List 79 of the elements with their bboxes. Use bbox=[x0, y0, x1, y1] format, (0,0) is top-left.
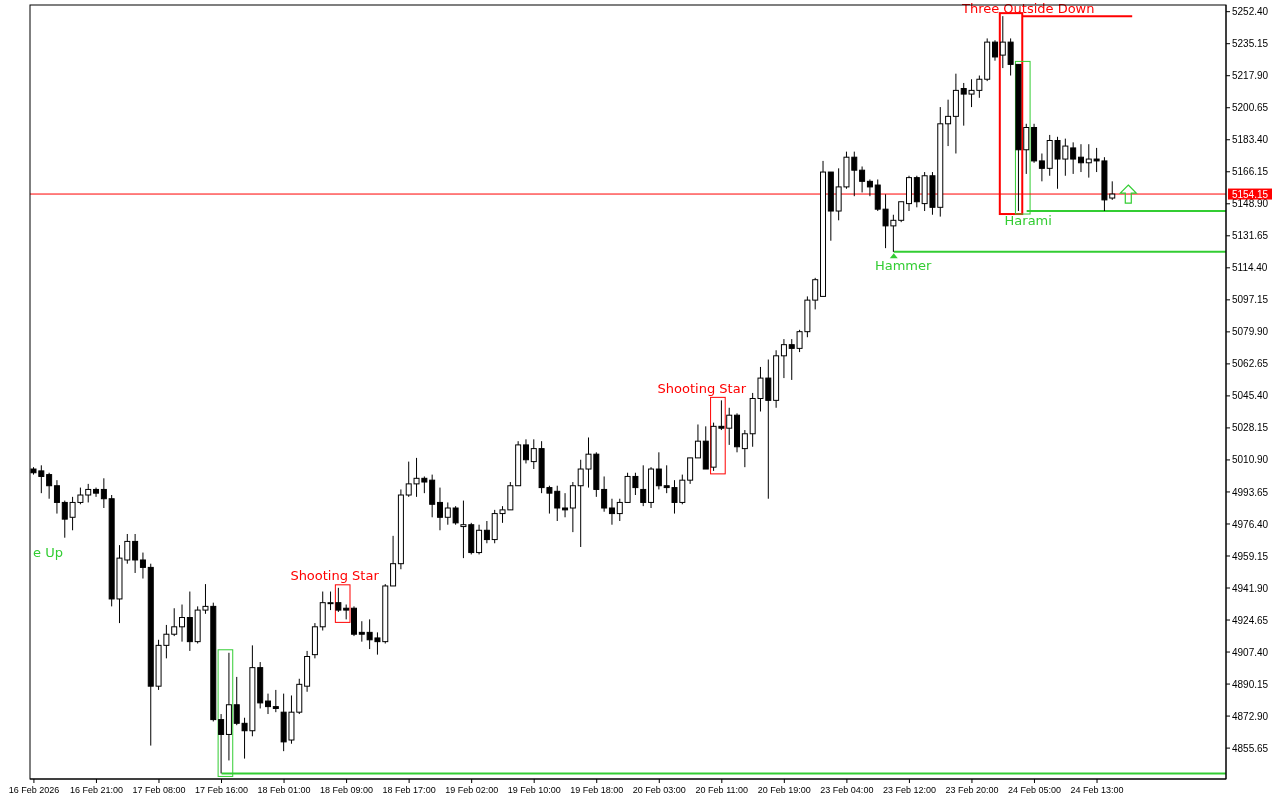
y-tick-label: 5148.90 bbox=[1232, 198, 1269, 210]
candlestick bbox=[562, 492, 569, 518]
candlestick bbox=[132, 533, 139, 574]
y-tick-label: 4924.65 bbox=[1232, 614, 1269, 626]
y-tick-label: 5097.15 bbox=[1232, 294, 1269, 306]
x-tick-label: 17 Feb 08:00 bbox=[132, 785, 186, 795]
y-tick-label: 5131.65 bbox=[1232, 230, 1269, 242]
candlestick bbox=[694, 423, 701, 459]
y-tick-label: 5045.40 bbox=[1232, 390, 1269, 402]
x-tick-label: 18 Feb 01:00 bbox=[257, 785, 311, 795]
y-tick-label: 4907.40 bbox=[1232, 646, 1269, 658]
x-tick-label: 20 Feb 11:00 bbox=[695, 785, 748, 795]
x-tick-label: 18 Feb 09:00 bbox=[320, 785, 374, 795]
candlestick bbox=[1038, 152, 1045, 182]
x-tick-label: 19 Feb 18:00 bbox=[570, 785, 624, 795]
candlestick bbox=[139, 552, 146, 580]
ref-line-label: Three Outside Down bbox=[960, 0, 1095, 16]
candlestick bbox=[608, 498, 615, 526]
candlestick bbox=[655, 451, 662, 490]
candlestick bbox=[483, 520, 490, 544]
candlestick bbox=[179, 604, 186, 643]
candlestick bbox=[866, 178, 873, 197]
y-tick-label: 5010.90 bbox=[1232, 454, 1269, 466]
y-tick-label: 5217.90 bbox=[1232, 70, 1269, 82]
x-tick-label: 23 Feb 20:00 bbox=[945, 785, 999, 795]
candlestick bbox=[390, 535, 397, 587]
candlestick bbox=[601, 475, 608, 513]
candlestick bbox=[1077, 143, 1084, 173]
x-tick-label: 24 Feb 05:00 bbox=[1007, 785, 1062, 795]
x-tick-label: 24 Feb 13:00 bbox=[1070, 785, 1124, 795]
x-tick-label: 20 Feb 19:00 bbox=[757, 785, 811, 795]
candlestick bbox=[218, 713, 225, 774]
x-tick-label: 23 Feb 12:00 bbox=[882, 785, 936, 795]
y-tick-label: 5062.65 bbox=[1232, 358, 1269, 370]
y-tick-label: 4872.90 bbox=[1232, 710, 1269, 722]
candlestick bbox=[569, 481, 576, 533]
x-tick-label: 18 Feb 17:00 bbox=[382, 785, 436, 795]
x-tick-label: 19 Feb 02:00 bbox=[445, 785, 499, 795]
y-tick-label: 5028.15 bbox=[1232, 422, 1269, 434]
candlestick bbox=[640, 464, 647, 507]
candlestick bbox=[436, 487, 443, 531]
candlestick bbox=[1070, 141, 1077, 175]
candlestick bbox=[46, 472, 53, 500]
y-tick-label: 4993.65 bbox=[1232, 486, 1269, 498]
x-tick-label: 17 Feb 16:00 bbox=[194, 785, 249, 795]
candlestick bbox=[522, 438, 529, 464]
x-tick-label: 19 Feb 10:00 bbox=[507, 785, 561, 795]
y-tick-label: 4941.90 bbox=[1232, 582, 1269, 594]
y-tick-label: 5252.40 bbox=[1232, 6, 1269, 18]
ref-line-label: Harami bbox=[1004, 212, 1052, 228]
y-tick-label: 4855.65 bbox=[1232, 742, 1269, 754]
y-tick-label: 5183.40 bbox=[1232, 134, 1269, 146]
candlestick bbox=[991, 39, 998, 62]
candlestick bbox=[265, 693, 272, 715]
y-tick-label: 5079.90 bbox=[1232, 326, 1269, 338]
candlestick bbox=[780, 338, 787, 379]
candlestick bbox=[272, 689, 279, 713]
x-tick-label: 16 Feb 2026 bbox=[8, 785, 60, 795]
y-tick-label: 4976.40 bbox=[1232, 518, 1269, 530]
x-tick-label: 20 Feb 03:00 bbox=[632, 785, 686, 795]
y-tick-label: 5114.40 bbox=[1232, 262, 1268, 274]
y-tick-label: 5235.15 bbox=[1232, 38, 1269, 50]
x-tick-label: 16 Feb 21:00 bbox=[69, 785, 123, 795]
candlestick bbox=[859, 165, 866, 193]
candlestick bbox=[476, 524, 483, 555]
candlestick bbox=[100, 477, 107, 509]
x-tick-label: 23 Feb 04:00 bbox=[820, 785, 874, 795]
candlestick bbox=[945, 99, 952, 147]
annotation: Shooting Star bbox=[657, 380, 747, 396]
y-tick-label: 4890.15 bbox=[1232, 678, 1269, 690]
annotation: e Up bbox=[33, 545, 63, 561]
annotation: Shooting Star bbox=[290, 568, 380, 584]
candlestick bbox=[741, 429, 748, 468]
y-tick-label: 5166.15 bbox=[1232, 166, 1269, 178]
y-tick-label: 5200.65 bbox=[1232, 102, 1269, 114]
legend-label: Hammer bbox=[874, 258, 933, 274]
candlestick bbox=[53, 479, 60, 515]
candlestick bbox=[687, 457, 694, 485]
y-tick-label: 4959.15 bbox=[1232, 550, 1269, 562]
